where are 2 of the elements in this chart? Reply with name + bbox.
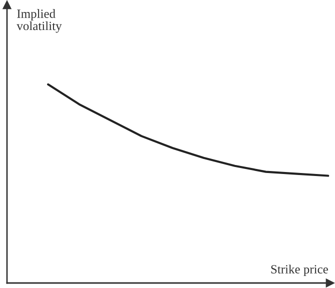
x-axis-title: Strike price: [271, 264, 328, 276]
y-axis-title: Implied volatility: [16, 9, 62, 33]
